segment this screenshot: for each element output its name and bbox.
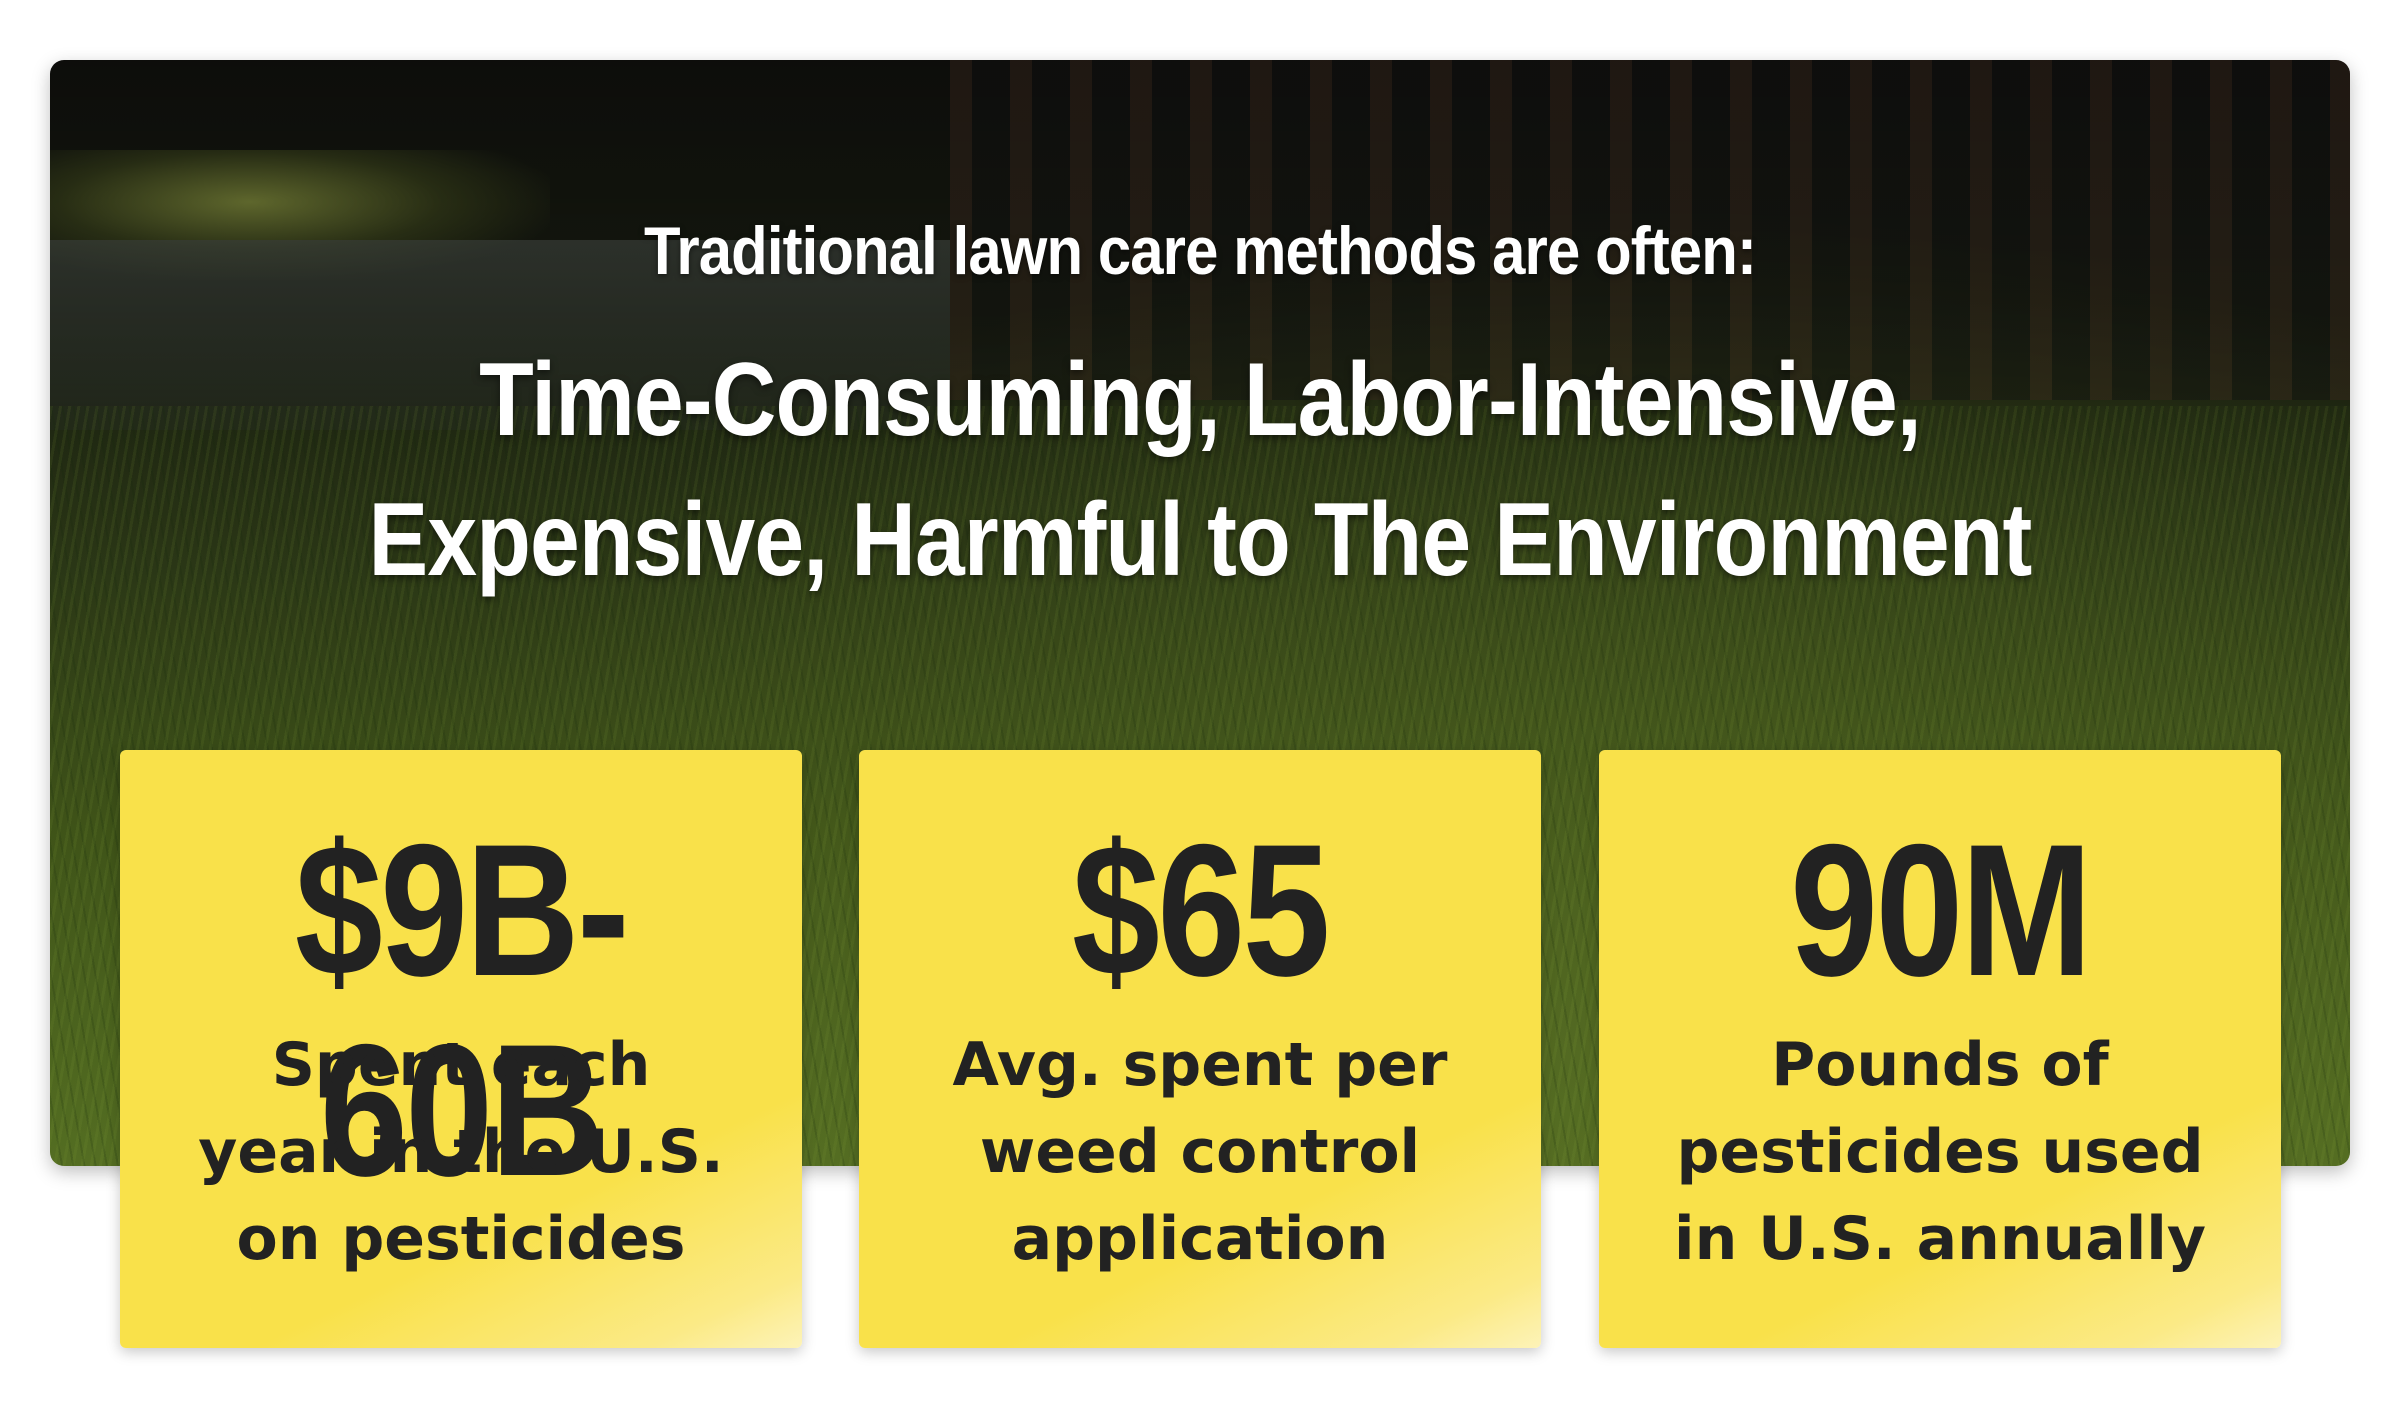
stat-value: 90M [1790, 805, 2092, 1015]
stat-caption: Avg. spent per weed control application [879, 1022, 1521, 1283]
headline: Time-Consuming, Labor-Intensive, Expensi… [168, 330, 2232, 610]
stat-card-pesticide-pounds: 90M Pounds of pesticides used in U.S. an… [1599, 750, 2281, 1348]
stat-caption: Pounds of pesticides used in U.S. annual… [1619, 1022, 2261, 1283]
stat-card-weed-control-cost: $65 Avg. spent per weed control applicat… [859, 750, 1541, 1348]
intro-text: Traditional lawn care methods are often: [644, 213, 1757, 289]
building-background [950, 60, 2350, 400]
headline-line-1: Time-Consuming, Labor-Intensive, [479, 342, 1922, 458]
stat-caption-line: Avg. spent per [952, 1030, 1448, 1100]
stat-caption: Spent each year in the U.S. on pesticide… [140, 1022, 782, 1283]
stat-caption-line: on pesticides [236, 1204, 686, 1274]
stat-caption-line: application [1011, 1204, 1389, 1274]
stat-caption-line: Pounds of [1771, 1030, 2109, 1100]
stat-value: $9B-60B [294, 805, 630, 1215]
wall-background [50, 240, 950, 430]
stat-caption-line: Spent each [271, 1030, 651, 1100]
stat-caption-line: pesticides used [1676, 1117, 2204, 1187]
headline-line-2: Expensive, Harmful to The Environment [368, 482, 2033, 598]
stat-card-pesticide-spend: $9B-60B Spent each year in the U.S. on p… [120, 750, 802, 1348]
stat-caption-line: in U.S. annually [1674, 1204, 2206, 1274]
stat-caption-line: year in the U.S. [198, 1117, 724, 1187]
stat-caption-line: weed control [979, 1117, 1421, 1187]
stat-value: $65 [1072, 805, 1330, 1015]
